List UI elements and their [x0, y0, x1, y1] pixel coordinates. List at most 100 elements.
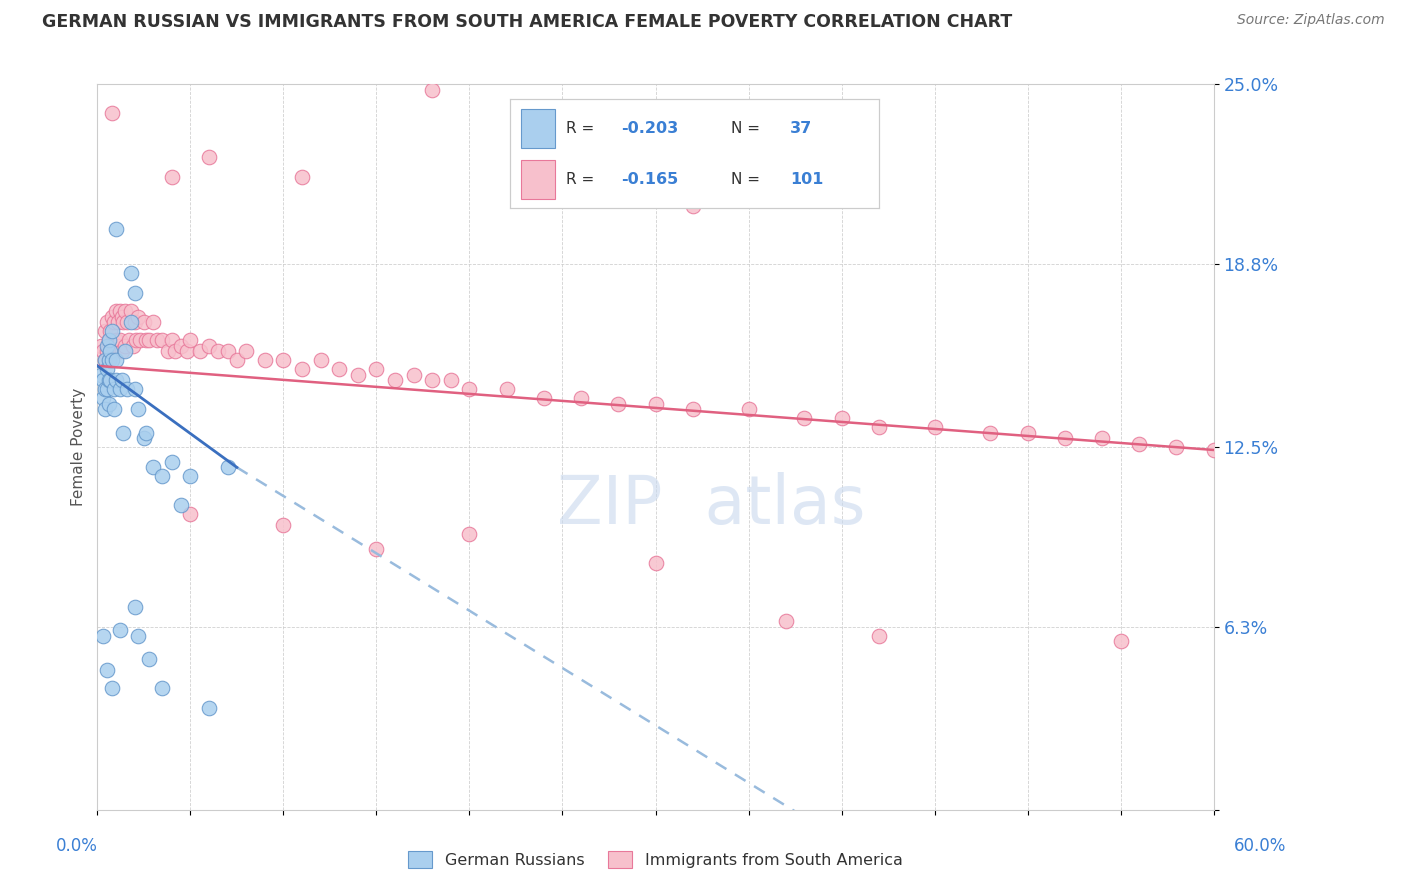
Point	[110, 373, 132, 387]
Point	[112, 425, 135, 440]
Point	[138, 333, 160, 347]
Point	[104, 353, 127, 368]
Point	[146, 333, 169, 347]
Point	[217, 460, 239, 475]
Point	[103, 402, 125, 417]
Point	[114, 338, 136, 352]
Point	[104, 222, 127, 236]
Point	[101, 338, 124, 352]
Point	[924, 419, 946, 434]
Point	[97, 353, 120, 368]
Point	[124, 599, 146, 614]
Point	[91, 391, 114, 405]
Point	[97, 333, 120, 347]
Point	[142, 315, 165, 329]
Point	[157, 344, 180, 359]
Point	[124, 315, 146, 329]
Point	[135, 425, 157, 440]
Point	[90, 338, 112, 352]
Point	[97, 373, 120, 387]
Point	[118, 333, 141, 347]
Point	[91, 629, 114, 643]
Point	[160, 170, 183, 185]
Point	[1202, 442, 1225, 457]
Point	[366, 541, 388, 556]
Point	[495, 382, 517, 396]
Point	[135, 333, 157, 347]
Point	[91, 373, 114, 387]
Point	[101, 353, 124, 368]
Point	[188, 344, 211, 359]
Point	[328, 361, 350, 376]
Text: GERMAN RUSSIAN VS IMMIGRANTS FROM SOUTH AMERICA FEMALE POVERTY CORRELATION CHART: GERMAN RUSSIAN VS IMMIGRANTS FROM SOUTH …	[42, 13, 1012, 31]
Point	[831, 411, 853, 425]
Point	[607, 396, 630, 410]
Text: Source: ZipAtlas.com: Source: ZipAtlas.com	[1237, 13, 1385, 28]
Point	[101, 681, 124, 695]
Point	[127, 310, 149, 324]
Point	[104, 373, 127, 387]
Point	[273, 518, 295, 533]
Point	[94, 402, 117, 417]
Point	[107, 338, 129, 352]
Point	[138, 652, 160, 666]
Point	[366, 361, 388, 376]
Point	[104, 303, 127, 318]
Point	[101, 324, 124, 338]
Point	[198, 338, 221, 352]
Point	[170, 338, 193, 352]
Point	[100, 344, 122, 359]
Point	[253, 353, 276, 368]
Point	[868, 419, 890, 434]
Point	[1091, 431, 1114, 445]
Point	[124, 286, 146, 301]
Point	[103, 382, 125, 396]
Point	[1109, 634, 1132, 648]
Point	[115, 315, 138, 329]
Point	[682, 402, 704, 417]
Point	[165, 344, 187, 359]
Point	[120, 315, 142, 329]
Point	[101, 106, 124, 120]
Point	[103, 344, 125, 359]
Point	[121, 338, 143, 352]
Point	[644, 556, 666, 570]
Point	[97, 396, 120, 410]
Point	[108, 303, 131, 318]
Point	[108, 333, 131, 347]
Point	[142, 460, 165, 475]
Point	[346, 368, 368, 382]
Point	[533, 391, 555, 405]
Point	[96, 382, 118, 396]
Point	[124, 382, 146, 396]
Point	[644, 396, 666, 410]
Point	[94, 382, 117, 396]
Point	[152, 333, 174, 347]
Point	[104, 333, 127, 347]
Point	[273, 353, 295, 368]
Point	[94, 353, 117, 368]
Point	[1053, 431, 1076, 445]
Point	[120, 303, 142, 318]
Point	[152, 681, 174, 695]
Text: ZIP  atlas: ZIP atlas	[557, 472, 866, 538]
Point	[160, 333, 183, 347]
Point	[198, 701, 221, 715]
Point	[129, 333, 152, 347]
Point	[179, 469, 201, 483]
Point	[127, 402, 149, 417]
Point	[100, 373, 122, 387]
Point	[114, 344, 136, 359]
Point	[569, 391, 592, 405]
Point	[107, 315, 129, 329]
Point	[103, 315, 125, 329]
Point	[94, 353, 117, 368]
Point	[458, 382, 481, 396]
Point	[114, 303, 136, 318]
Point	[132, 431, 155, 445]
Point	[207, 344, 229, 359]
Point	[127, 629, 149, 643]
Point	[420, 83, 443, 97]
Point	[160, 454, 183, 468]
Point	[101, 310, 124, 324]
